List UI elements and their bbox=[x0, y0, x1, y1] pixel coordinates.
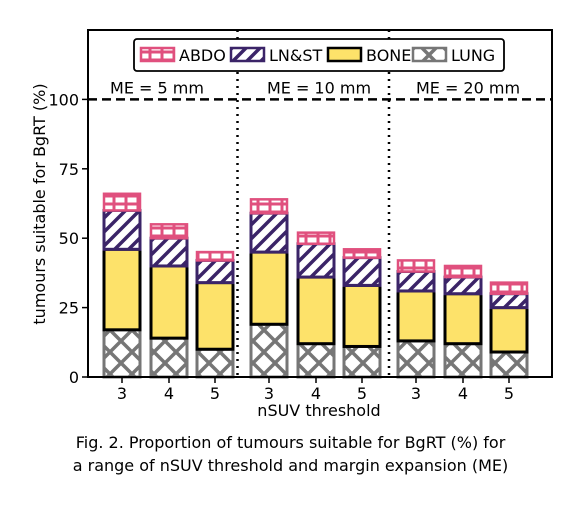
bar-segment-abdo bbox=[195, 250, 235, 262]
legend-label: ABDO bbox=[179, 46, 226, 65]
plot-frame bbox=[87, 29, 553, 378]
bar-segment-bone bbox=[195, 281, 235, 351]
bars bbox=[102, 192, 529, 379]
x-tick-label: 5 bbox=[210, 384, 220, 403]
bar-segment-ln-st bbox=[396, 270, 436, 293]
y-ticks: 0 25 50 75 100 bbox=[48, 90, 88, 387]
bar-segment-abdo bbox=[149, 223, 189, 240]
x-tick-label: 5 bbox=[357, 384, 367, 403]
bar-segment-lung bbox=[249, 322, 289, 379]
bar-segment-bone bbox=[249, 250, 289, 326]
x-tick-label: 3 bbox=[264, 384, 274, 403]
bar-segment-abdo bbox=[102, 192, 142, 212]
bar-segment-abdo bbox=[296, 231, 336, 246]
bar-segment-abdo bbox=[443, 264, 483, 279]
legend-swatch-abdo bbox=[139, 46, 176, 63]
legend-label: BONE bbox=[366, 46, 411, 65]
bar-segment-lung bbox=[149, 336, 189, 379]
chart: tumours suitable for BgRT (%) 0 25 50 75 100… bbox=[30, 29, 553, 420]
bar-segment-abdo bbox=[396, 259, 436, 273]
legend-swatch-ln-st bbox=[229, 46, 266, 63]
y-tick-label: 100 bbox=[48, 90, 79, 109]
x-tick-label: 4 bbox=[164, 384, 174, 403]
bar-segment-abdo bbox=[249, 198, 289, 215]
group-label: ME = 10 mm bbox=[267, 78, 371, 97]
bar-segment-bone bbox=[489, 306, 529, 354]
x-ticks: 3 4 5 3 4 5 3 4 5 bbox=[117, 377, 514, 403]
bar-segment-lung bbox=[489, 350, 529, 379]
x-tick-label: 3 bbox=[117, 384, 127, 403]
bar-segment-ln-st bbox=[342, 256, 382, 287]
bar-segment-ln-st bbox=[443, 275, 483, 296]
bar-segment-bone bbox=[396, 289, 436, 343]
bar-segment-bone bbox=[342, 283, 382, 348]
legend: ABDO LN&ST BONE LUNG bbox=[133, 38, 505, 72]
bar-segment-bone bbox=[149, 264, 189, 340]
bar-segment-bone bbox=[296, 275, 336, 346]
y-axis: tumours suitable for BgRT (%) 0 25 50 75 100 bbox=[30, 83, 88, 387]
bar-segment-lung bbox=[102, 328, 142, 379]
bar-segment-lung bbox=[396, 339, 436, 379]
bar-segment-lung bbox=[195, 347, 235, 379]
y-tick-label: 75 bbox=[59, 160, 79, 179]
bar-segment-ln-st bbox=[489, 292, 529, 310]
bar-segment-ln-st bbox=[149, 236, 189, 268]
bar-segment-lung bbox=[342, 344, 382, 379]
y-tick-label: 50 bbox=[59, 229, 79, 248]
y-tick-label: 25 bbox=[59, 299, 79, 318]
legend-swatch-bone bbox=[326, 46, 363, 63]
group-label: ME = 5 mm bbox=[110, 78, 204, 97]
figure-caption: Fig. 2. Proportion of tumours suitable f… bbox=[0, 431, 581, 477]
legend-label: LN&ST bbox=[269, 46, 323, 65]
bar-segment-ln-st bbox=[102, 208, 142, 251]
group-label: ME = 20 mm bbox=[416, 78, 520, 97]
y-tick-label: 0 bbox=[69, 368, 79, 387]
x-tick-label: 4 bbox=[311, 384, 321, 403]
bar-segment-ln-st bbox=[249, 211, 289, 254]
bar-segment-lung bbox=[296, 342, 336, 379]
bar-segment-bone bbox=[443, 292, 483, 346]
x-axis-title: nSUV threshold bbox=[257, 401, 380, 420]
legend-box bbox=[133, 38, 505, 72]
legend-label: LUNG bbox=[451, 46, 495, 65]
group-labels: ME = 5 mm ME = 10 mm ME = 20 mm bbox=[110, 78, 520, 97]
bar-segment-ln-st bbox=[195, 258, 235, 285]
x-tick-label: 3 bbox=[411, 384, 421, 403]
legend-swatch-lung bbox=[411, 46, 448, 63]
x-tick-label: 4 bbox=[458, 384, 468, 403]
caption-line-2: a range of nSUV threshold and margin exp… bbox=[72, 456, 509, 475]
caption-line-1: Fig. 2. Proportion of tumours suitable f… bbox=[75, 433, 506, 452]
y-axis-title: tumours suitable for BgRT (%) bbox=[30, 83, 49, 324]
x-tick-label: 5 bbox=[504, 384, 514, 403]
bar-segment-bone bbox=[102, 247, 142, 332]
bar-segment-abdo bbox=[342, 248, 382, 259]
bar-segment-ln-st bbox=[296, 242, 336, 279]
bar-segment-abdo bbox=[489, 281, 529, 295]
bar-segment-lung bbox=[443, 342, 483, 379]
separators bbox=[88, 30, 552, 377]
